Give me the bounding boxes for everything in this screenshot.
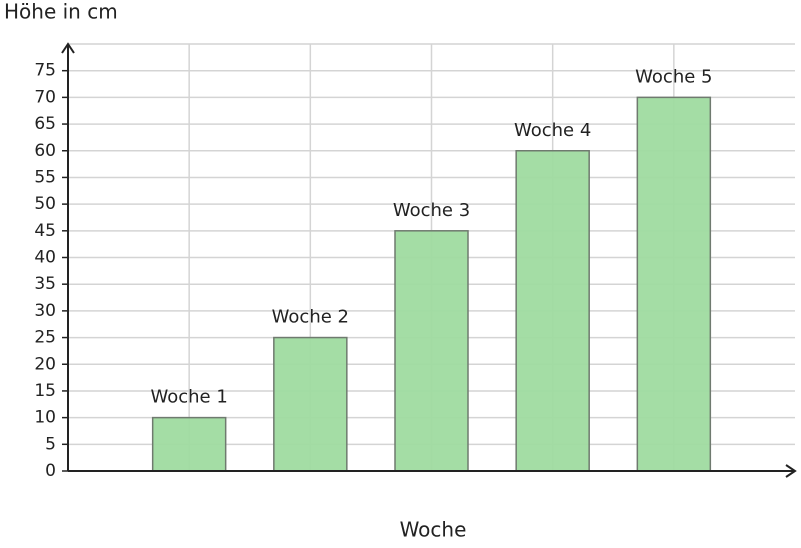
x-axis-title: Woche xyxy=(400,518,467,542)
category-label: Woche 5 xyxy=(635,66,712,87)
y-tick-label: 75 xyxy=(34,61,56,81)
y-tick-label: 70 xyxy=(34,87,56,107)
bar xyxy=(515,150,590,472)
bar xyxy=(273,336,348,472)
y-tick-label: 5 xyxy=(45,434,56,454)
y-tick-label: 10 xyxy=(34,408,56,428)
y-tick-label: 60 xyxy=(34,141,56,161)
x-axis-arrow xyxy=(785,464,797,478)
category-label: Woche 4 xyxy=(514,120,591,141)
y-tick-label: 20 xyxy=(34,354,56,374)
y-axis-arrow xyxy=(61,42,75,54)
y-axis-title: Höhe in cm xyxy=(4,0,118,24)
category-label: Woche 3 xyxy=(393,200,470,221)
y-tick-label: 50 xyxy=(34,194,56,214)
category-label: Woche 2 xyxy=(272,307,349,328)
y-tick-label: 65 xyxy=(34,114,56,134)
bar xyxy=(394,230,469,472)
y-tick-label: 45 xyxy=(34,221,56,241)
bar xyxy=(151,416,227,472)
bars xyxy=(151,96,712,472)
y-tick-label: 25 xyxy=(34,328,56,348)
y-tick-label: 40 xyxy=(34,248,56,268)
bar xyxy=(636,96,712,472)
category-label: Woche 1 xyxy=(151,387,228,408)
y-tick-label: 35 xyxy=(34,274,56,294)
y-tick-label: 30 xyxy=(34,301,56,321)
y-tick-label: 55 xyxy=(34,167,56,187)
y-tick-label: 0 xyxy=(45,461,56,481)
y-tick-label: 15 xyxy=(34,381,56,401)
